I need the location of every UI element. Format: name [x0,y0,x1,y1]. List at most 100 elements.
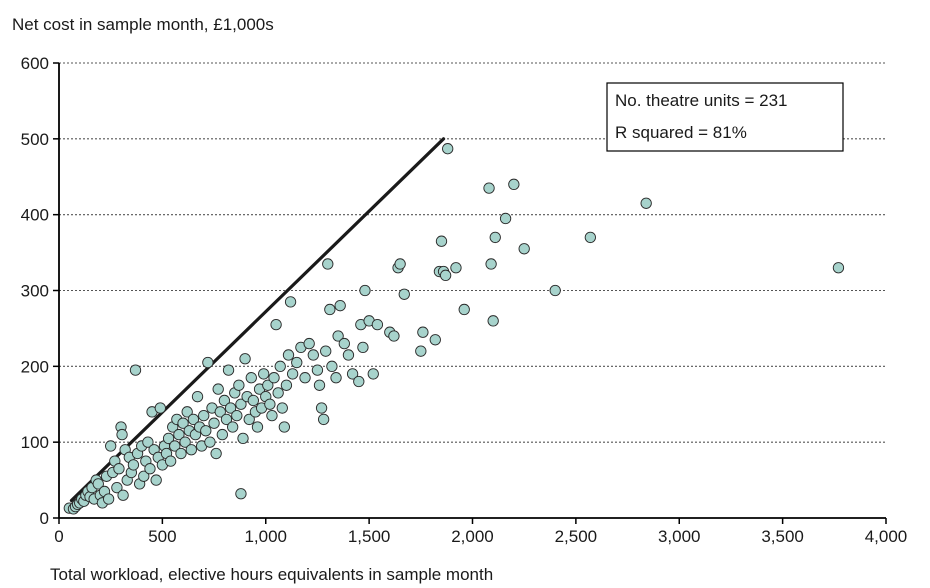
data-point-128 [354,376,364,386]
data-point-91 [252,422,262,432]
data-point-151 [486,259,496,269]
data-point-147 [442,143,452,153]
x-axis-title: Total workload, elective hours equivalen… [50,565,493,584]
data-point-19 [105,441,115,451]
data-point-25 [117,429,127,439]
data-point-153 [490,232,500,242]
data-point-114 [312,365,322,375]
data-point-42 [151,475,161,485]
data-point-79 [227,422,237,432]
data-point-139 [399,289,409,299]
y-tick-label-100: 100 [21,433,49,452]
data-point-106 [283,350,293,360]
data-point-126 [343,350,353,360]
data-point-133 [368,369,378,379]
data-point-116 [316,403,326,413]
data-point-77 [223,365,233,375]
data-point-158 [585,232,595,242]
y-tick-label-200: 200 [21,357,49,376]
x-tick-label-2500: 2,500 [555,527,598,546]
data-point-49 [165,456,175,466]
data-point-88 [246,373,256,383]
data-point-39 [145,464,155,474]
data-point-115 [314,380,324,390]
data-point-130 [358,342,368,352]
data-point-142 [430,335,440,345]
x-tick-label-1500: 1,500 [348,527,391,546]
data-point-44 [155,403,165,413]
data-point-113 [308,350,318,360]
data-point-109 [292,357,302,367]
x-tick-label-3000: 3,000 [658,527,701,546]
data-point-94 [258,369,268,379]
data-point-103 [277,403,287,413]
data-point-32 [130,365,140,375]
x-tick-label-1000: 1,000 [244,527,287,546]
data-point-26 [118,490,128,500]
stat-r-squared: R squared = 81% [615,123,747,142]
data-point-104 [279,422,289,432]
y-tick-label-400: 400 [21,206,49,225]
data-point-120 [325,304,335,314]
y-axis-ticks: 0 100 200 300 400 500 600 [21,54,59,528]
data-point-117 [318,414,328,424]
data-point-111 [300,373,310,383]
y-tick-label-0: 0 [40,509,49,528]
x-axis-ticks: 0 500 1,000 1,500 2,000 2,500 3,000 3,500 4,000 [54,518,907,546]
data-point-150 [484,183,494,193]
data-point-68 [205,437,215,447]
stat-units: No. theatre units = 231 [615,91,787,110]
data-point-136 [389,331,399,341]
data-points [64,143,844,514]
data-point-62 [192,391,202,401]
data-point-161 [236,489,246,499]
data-point-112 [304,338,314,348]
y-tick-label-600: 600 [21,54,49,73]
data-point-125 [339,338,349,348]
data-point-54 [176,448,186,458]
data-point-149 [459,304,469,314]
data-point-72 [213,384,223,394]
data-point-84 [238,433,248,443]
y-axis-title: Net cost in sample month, £1,000s [12,15,274,34]
y-tick-label-500: 500 [21,130,49,149]
data-point-118 [321,346,331,356]
data-point-155 [509,179,519,189]
data-point-122 [331,373,341,383]
data-point-159 [641,198,651,208]
data-point-18 [103,494,113,504]
data-point-102 [275,361,285,371]
data-point-141 [418,327,428,337]
data-point-105 [281,380,291,390]
data-point-89 [248,395,258,405]
data-point-148 [451,263,461,273]
data-point-66 [201,426,211,436]
data-point-160 [833,263,843,273]
data-point-81 [232,410,242,420]
data-point-140 [416,346,426,356]
data-point-99 [269,373,279,383]
data-point-65 [199,410,209,420]
stats-box: No. theatre units = 231 R squared = 81% [607,83,843,151]
data-point-144 [436,236,446,246]
data-point-157 [550,285,560,295]
x-tick-label-2000: 2,000 [451,527,494,546]
x-tick-label-4000: 4,000 [865,527,908,546]
y-tick-label-300: 300 [21,282,49,301]
data-point-152 [488,316,498,326]
data-point-107 [285,297,295,307]
data-point-100 [271,319,281,329]
data-point-138 [395,259,405,269]
data-point-101 [273,388,283,398]
x-tick-label-0: 0 [54,527,63,546]
data-point-82 [234,380,244,390]
data-point-131 [360,285,370,295]
data-point-98 [267,410,277,420]
data-point-71 [211,448,221,458]
data-point-134 [372,319,382,329]
data-point-74 [217,429,227,439]
data-point-85 [240,354,250,364]
data-point-31 [128,460,138,470]
data-point-97 [265,399,275,409]
